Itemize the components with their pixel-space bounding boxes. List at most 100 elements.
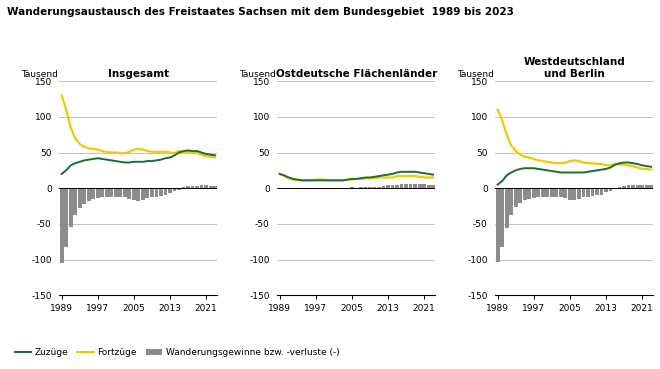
Bar bbox=[137, 188, 141, 201]
Bar bbox=[505, 188, 509, 228]
Bar bbox=[287, 188, 290, 189]
Bar bbox=[500, 188, 504, 247]
Text: Tausend: Tausend bbox=[239, 70, 276, 79]
Bar bbox=[110, 188, 114, 197]
Title: Westdeutschland
und Berlin: Westdeutschland und Berlin bbox=[523, 58, 625, 79]
Bar bbox=[523, 188, 527, 200]
Bar bbox=[96, 188, 100, 198]
Bar bbox=[100, 188, 104, 197]
Bar bbox=[350, 187, 354, 188]
Bar bbox=[532, 188, 536, 198]
Bar bbox=[640, 184, 644, 188]
Bar bbox=[386, 185, 390, 188]
Bar bbox=[69, 188, 73, 227]
Text: Wanderungsaustausch des Freistaates Sachsen mit dem Bundesgebiet  1989 bis 2023: Wanderungsaustausch des Freistaates Sach… bbox=[7, 7, 513, 17]
Bar bbox=[591, 188, 595, 196]
Bar bbox=[372, 187, 376, 188]
Bar bbox=[595, 188, 599, 195]
Bar bbox=[399, 184, 403, 188]
Bar bbox=[141, 188, 145, 200]
Bar bbox=[568, 188, 572, 200]
Bar bbox=[282, 188, 286, 189]
Bar bbox=[132, 188, 136, 200]
Bar bbox=[377, 187, 381, 188]
Bar bbox=[613, 188, 617, 189]
Bar bbox=[87, 188, 90, 201]
Bar bbox=[168, 188, 172, 193]
Bar bbox=[118, 188, 122, 197]
Bar bbox=[368, 187, 372, 188]
Bar bbox=[422, 184, 426, 188]
Bar bbox=[182, 187, 185, 188]
Bar bbox=[541, 188, 544, 197]
Bar bbox=[518, 188, 522, 203]
Bar bbox=[622, 186, 626, 188]
Bar bbox=[537, 188, 541, 197]
Bar bbox=[395, 184, 399, 188]
Bar bbox=[200, 185, 203, 188]
Bar bbox=[559, 188, 563, 197]
Text: Tausend: Tausend bbox=[21, 70, 58, 79]
Bar bbox=[314, 188, 317, 189]
Bar bbox=[427, 184, 430, 188]
Bar bbox=[404, 184, 408, 188]
Bar bbox=[618, 187, 622, 188]
Bar bbox=[114, 188, 117, 197]
Bar bbox=[359, 187, 363, 188]
Bar bbox=[127, 188, 131, 199]
Bar bbox=[82, 188, 86, 204]
Bar bbox=[73, 188, 77, 215]
Bar bbox=[581, 188, 585, 197]
Bar bbox=[599, 188, 603, 194]
Bar bbox=[510, 188, 513, 215]
Bar bbox=[604, 188, 608, 193]
Bar bbox=[586, 188, 590, 197]
Bar bbox=[409, 184, 412, 188]
Bar bbox=[191, 186, 195, 188]
Bar bbox=[636, 184, 640, 188]
Bar bbox=[323, 188, 327, 189]
Bar bbox=[154, 188, 158, 197]
Bar bbox=[418, 184, 422, 188]
Bar bbox=[554, 188, 558, 197]
Bar bbox=[150, 188, 154, 197]
Bar bbox=[649, 185, 653, 188]
Bar bbox=[572, 188, 576, 200]
Bar bbox=[631, 185, 635, 188]
Bar bbox=[609, 188, 612, 191]
Bar bbox=[91, 188, 95, 199]
Bar bbox=[291, 188, 295, 189]
Text: Tausend: Tausend bbox=[457, 70, 494, 79]
Bar bbox=[186, 186, 190, 188]
Bar bbox=[296, 188, 300, 189]
Bar bbox=[123, 188, 127, 197]
Bar bbox=[78, 188, 82, 208]
Bar bbox=[364, 187, 368, 188]
Bar bbox=[145, 188, 149, 198]
Bar bbox=[391, 184, 395, 188]
Bar bbox=[626, 185, 630, 188]
Bar bbox=[159, 188, 163, 196]
Bar bbox=[577, 188, 581, 199]
Legend: Zuzüge, Fortzüge, Wanderungsgewinne bzw. -verluste (-): Zuzüge, Fortzüge, Wanderungsgewinne bzw.… bbox=[11, 345, 343, 361]
Bar bbox=[60, 188, 63, 263]
Bar bbox=[645, 185, 649, 188]
Title: Ostdeutsche Flächenländer: Ostdeutsche Flächenländer bbox=[276, 69, 437, 79]
Title: Insgesamt: Insgesamt bbox=[108, 69, 169, 79]
Bar bbox=[204, 185, 208, 188]
Bar bbox=[64, 188, 68, 247]
Bar bbox=[209, 186, 213, 188]
Bar bbox=[164, 188, 168, 195]
Bar bbox=[431, 185, 435, 188]
Bar bbox=[564, 188, 568, 198]
Bar bbox=[195, 186, 199, 188]
Bar bbox=[177, 188, 181, 190]
Bar bbox=[514, 188, 517, 207]
Bar bbox=[318, 188, 322, 189]
Bar bbox=[527, 188, 531, 199]
Bar bbox=[172, 188, 176, 191]
Bar bbox=[213, 186, 217, 188]
Bar bbox=[545, 188, 549, 197]
Bar bbox=[381, 186, 385, 188]
Bar bbox=[496, 188, 500, 262]
